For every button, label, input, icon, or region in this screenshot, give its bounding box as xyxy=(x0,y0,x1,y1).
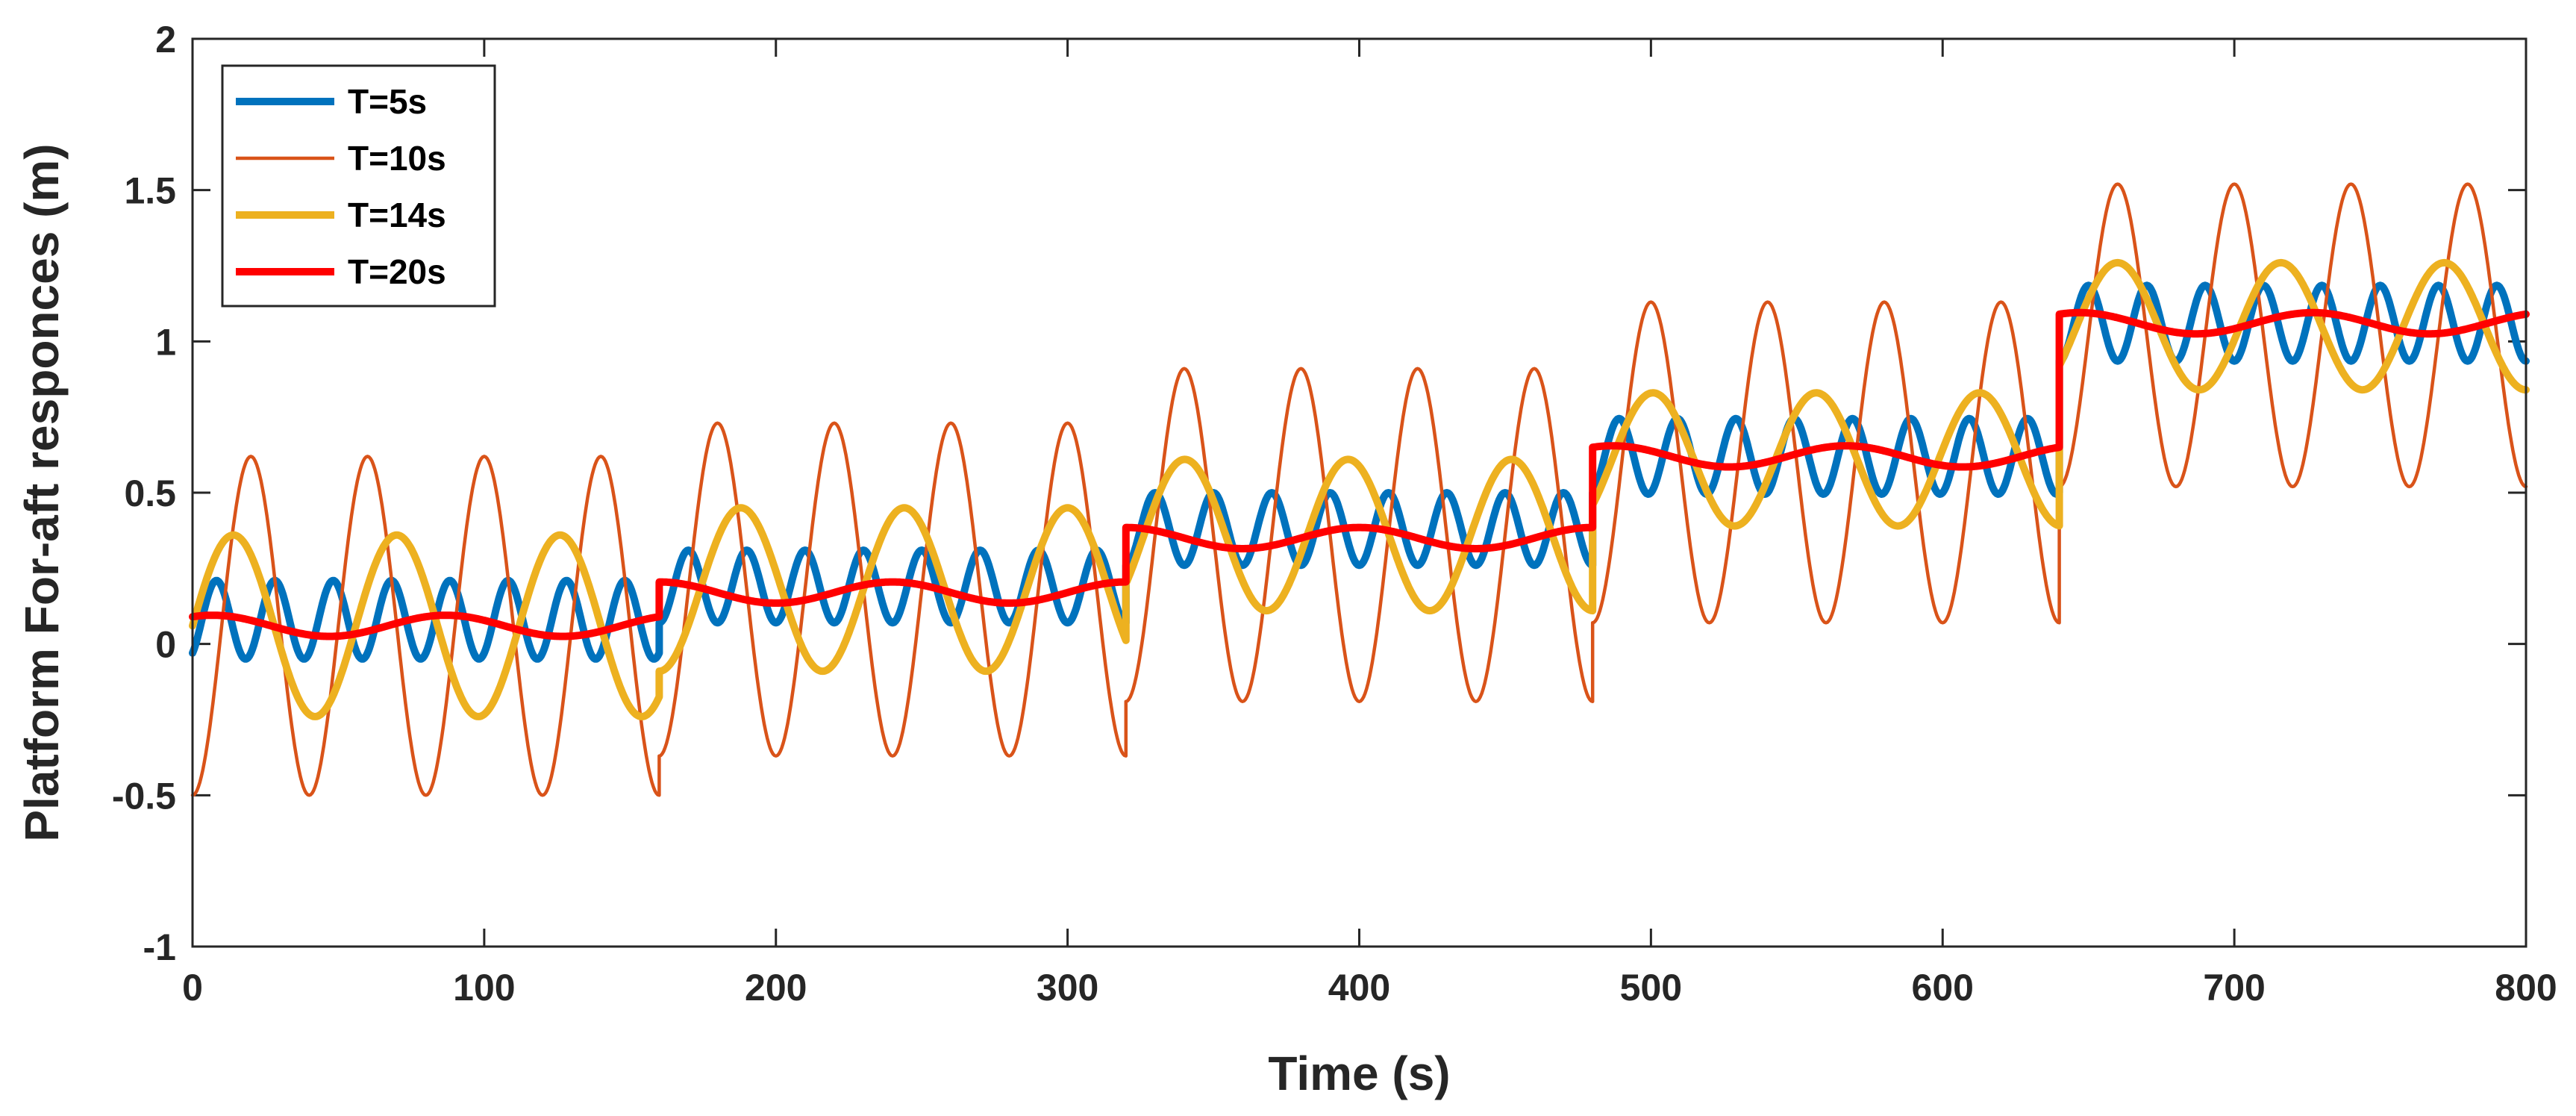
y-tick-label: 0.5 xyxy=(124,473,176,514)
series-line-t-20s xyxy=(189,308,2530,640)
y-tick-label: 2 xyxy=(155,19,176,60)
legend-label-t-20s: T=20s xyxy=(348,252,446,291)
y-tick-label: -1 xyxy=(143,926,176,968)
x-tick-label: 400 xyxy=(1328,967,1390,1009)
plot-area-frame xyxy=(191,37,2527,948)
x-tick-label: 700 xyxy=(2203,967,2265,1009)
tick-marks xyxy=(191,37,2527,948)
x-tick-label: 100 xyxy=(453,967,515,1009)
x-tick-label: 300 xyxy=(1037,967,1098,1009)
legend: T=5s T=10s T=14s T=20s xyxy=(221,64,496,308)
legend-box xyxy=(221,64,496,308)
x-tick-label: 600 xyxy=(1912,967,1974,1009)
series-line-t-5s xyxy=(189,281,2530,663)
legend-label-t-10s: T=10s xyxy=(348,139,446,178)
x-tick-label: 0 xyxy=(182,967,203,1009)
series-line-t-14s xyxy=(189,258,2530,720)
y-axis-label: Platform For-aft responces (m) xyxy=(15,143,69,841)
legend-label-t-5s: T=5s xyxy=(348,82,427,121)
y-tick-labels: -1 -0.5 0 0.5 1 1.5 2 xyxy=(112,19,176,968)
series-layer xyxy=(189,182,2530,797)
y-tick-label: 1 xyxy=(155,321,176,363)
x-tick-label: 200 xyxy=(745,967,807,1009)
x-tick-label: 800 xyxy=(2495,967,2557,1009)
y-tick-label: 0 xyxy=(155,624,176,666)
y-tick-label: 1.5 xyxy=(124,170,176,212)
x-axis-label: Time (s) xyxy=(1268,1047,1450,1100)
x-tick-label: 500 xyxy=(1620,967,1682,1009)
legend-label-t-14s: T=14s xyxy=(348,196,446,234)
y-tick-label: -0.5 xyxy=(112,775,176,817)
x-tick-labels: 0 100 200 300 400 500 600 700 800 xyxy=(182,967,2557,1009)
series-line-t-10s xyxy=(190,182,2528,797)
